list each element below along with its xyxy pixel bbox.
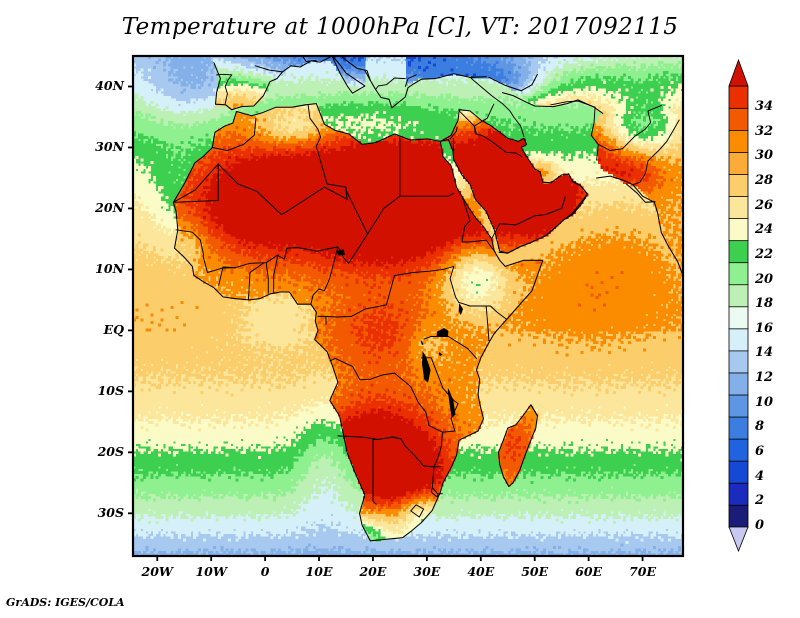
y-tick-20s: 20S (97, 444, 124, 460)
colorbar-tick-16: 16 (755, 320, 774, 336)
temperature-field (133, 56, 683, 556)
x-tick-0: 0 (260, 564, 270, 579)
x-tick-40e: 40E (467, 564, 495, 579)
colorbar (728, 58, 749, 553)
colorbar-tick-34: 34 (755, 99, 774, 115)
colorbar-tick-20: 20 (755, 271, 774, 287)
colorbar-tick-2: 2 (755, 493, 765, 509)
x-tick-20w: 20W (141, 564, 173, 579)
x-tick-10e: 10E (305, 564, 333, 579)
colorbar-tick-22: 22 (755, 246, 774, 262)
credit-label: GrADS: IGES/COLA (6, 596, 125, 609)
colorbar-tick-24: 24 (755, 222, 774, 238)
colorbar-tick-8: 8 (755, 419, 765, 435)
x-tick-70e: 70E (629, 564, 657, 579)
y-tick-20n: 20N (95, 200, 124, 216)
y-tick-30s: 30S (97, 505, 124, 521)
plot-frame (128, 54, 685, 561)
colorbar-tick-10: 10 (755, 394, 774, 410)
colorbar-tick-28: 28 (755, 172, 774, 188)
y-tick-30n: 30N (95, 139, 124, 155)
y-tick-eq: EQ (103, 322, 124, 338)
colorbar-tick-26: 26 (755, 197, 774, 213)
x-tick-10w: 10W (195, 564, 227, 579)
y-tick-10s: 10S (97, 383, 124, 399)
colorbar-tick-32: 32 (755, 123, 774, 139)
page-title: Temperature at 1000hPa [C], VT: 20170921… (121, 14, 679, 40)
x-tick-50e: 50E (521, 564, 549, 579)
colorbar-tick-4: 4 (755, 468, 765, 484)
colorbar-tick-30: 30 (755, 148, 774, 164)
colorbar-tick-0: 0 (755, 518, 765, 533)
y-tick-40n: 40N (95, 78, 124, 94)
x-tick-20e: 20E (359, 564, 387, 579)
x-tick-60e: 60E (575, 564, 603, 579)
colorbar-tick-12: 12 (755, 370, 774, 386)
coastlines-and-borders (172, 56, 683, 542)
colorbar-tick-14: 14 (755, 345, 774, 361)
x-tick-30e: 30E (413, 564, 441, 579)
colorbar-tick-6: 6 (755, 444, 765, 460)
colorbar-tick-18: 18 (755, 296, 774, 312)
y-tick-10n: 10N (95, 261, 124, 277)
